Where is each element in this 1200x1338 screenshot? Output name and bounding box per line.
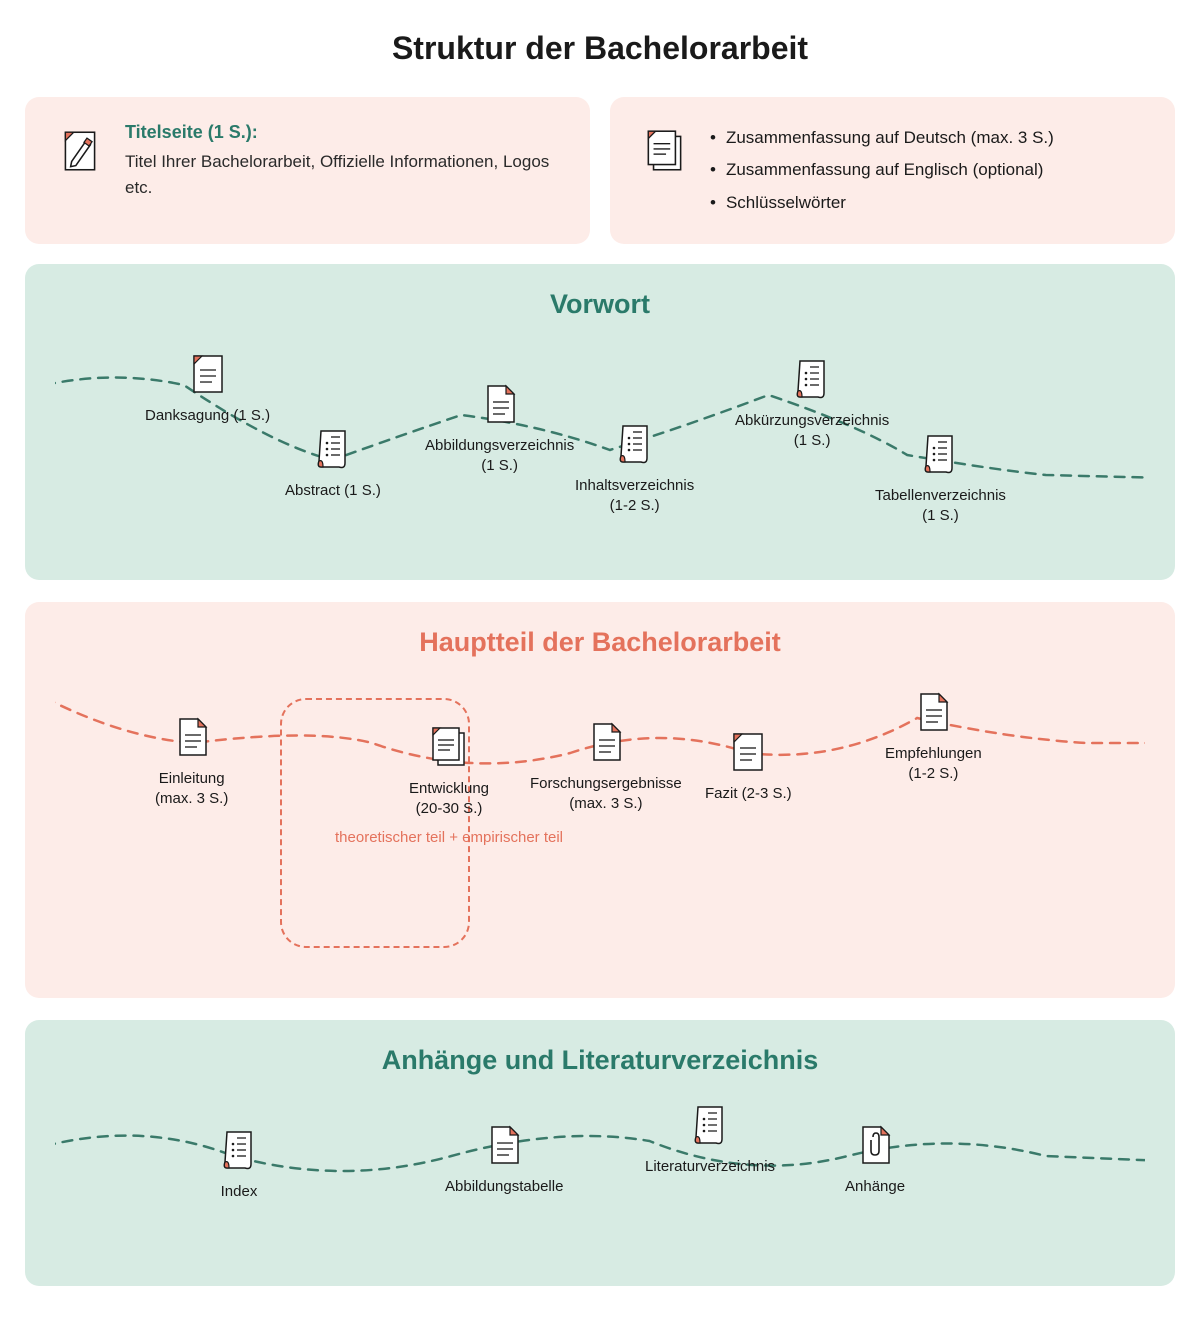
list-curl-icon: [916, 430, 964, 478]
summary-item: Schlüsselwörter: [710, 187, 1054, 219]
summary-card: Zusammenfassung auf Deutsch (max. 3 S.)Z…: [610, 97, 1175, 244]
summary-list: Zusammenfassung auf Deutsch (max. 3 S.)Z…: [710, 122, 1054, 219]
list-curl-icon: [788, 355, 836, 403]
anhang-title: Anhänge und Literaturverzeichnis: [55, 1045, 1145, 1076]
hauptteil-node: Fazit (2-3 S.): [705, 728, 792, 804]
anhang-node: Index: [215, 1126, 263, 1202]
hauptteil-title: Hauptteil der Bachelorarbeit: [55, 627, 1145, 658]
page-title: Struktur der Bachelorarbeit: [25, 30, 1175, 67]
node-label: Abstract (1 S.): [285, 481, 381, 501]
clip-page-icon: [851, 1121, 899, 1169]
list-curl-icon: [215, 1126, 263, 1174]
hauptteil-node: Entwicklung (20-30 S.) theoretischer teil…: [335, 723, 563, 849]
node-label: Anhänge: [845, 1177, 905, 1197]
node-label: Tabellenverzeichnis (1 S.): [875, 486, 1006, 527]
vorwort-node: Abbildungsverzeichnis (1 S.): [425, 380, 574, 477]
summary-item: Zusammenfassung auf Englisch (optional): [710, 154, 1054, 186]
vorwort-section: Vorwort Danksagung (1 S.) Abstract (1 S.…: [25, 264, 1175, 580]
top-row: Titelseite (1 S.): Titel Ihrer Bachelora…: [25, 97, 1175, 244]
hauptteil-node: Einleitung (max. 3 S.): [155, 713, 228, 810]
node-label: Index: [221, 1182, 258, 1202]
node-label: Abbildungsverzeichnis (1 S.): [425, 436, 574, 477]
node-label: Inhaltsverzeichnis (1-2 S.): [575, 476, 694, 517]
summary-item: Zusammenfassung auf Deutsch (max. 3 S.): [710, 122, 1054, 154]
anhang-node: Abbildungstabelle: [445, 1121, 563, 1197]
pencil-page-icon: [55, 122, 105, 176]
hauptteil-section: Hauptteil der Bachelorarbeit Einleitung …: [25, 602, 1175, 998]
titelseite-card: Titelseite (1 S.): Titel Ihrer Bachelora…: [25, 97, 590, 244]
page-lines-icon: [724, 728, 772, 776]
list-curl-icon: [309, 425, 357, 473]
vorwort-node: Tabellenverzeichnis (1 S.): [875, 430, 1006, 527]
titelseite-body: Titel Ihrer Bachelorarbeit, Offizielle I…: [125, 149, 560, 202]
list-curl-icon: [611, 420, 659, 468]
double-page-icon: [425, 723, 473, 771]
anhang-flow: Index Abbildungstabelle Literaturverzeic…: [55, 1086, 1145, 1256]
list-curl-icon: [686, 1101, 734, 1149]
vorwort-title: Vorwort: [55, 289, 1145, 320]
node-label: Abkürzungsverzeichnis (1 S.): [735, 411, 889, 452]
node-label: Danksagung (1 S.): [145, 406, 270, 426]
page-lines-icon: [184, 350, 232, 398]
node-label: Literaturverzeichnis: [645, 1157, 775, 1177]
hauptteil-node: Empfehlungen (1-2 S.): [885, 688, 982, 785]
double-page-icon: [640, 122, 690, 176]
node-label: Fazit (2-3 S.): [705, 784, 792, 804]
node-label: Einleitung (max. 3 S.): [155, 769, 228, 810]
node-sublabel: theoretischer teil + empirischer teil: [335, 827, 563, 848]
node-label: Empfehlungen (1-2 S.): [885, 744, 982, 785]
anhang-section: Anhänge und Literaturverzeichnis Index A…: [25, 1020, 1175, 1286]
page-fold-icon: [476, 380, 524, 428]
vorwort-node: Abkürzungsverzeichnis (1 S.): [735, 355, 889, 452]
titelseite-heading: Titelseite (1 S.):: [125, 122, 560, 143]
vorwort-node: Abstract (1 S.): [285, 425, 381, 501]
page-fold-icon: [909, 688, 957, 736]
vorwort-node: Inhaltsverzeichnis (1-2 S.): [575, 420, 694, 517]
node-label: Forschungsergebnisse (max. 3 S.): [530, 774, 682, 815]
page-fold-icon: [480, 1121, 528, 1169]
hauptteil-node: Forschungsergebnisse (max. 3 S.): [530, 718, 682, 815]
node-label: Entwicklung (20-30 S.): [409, 779, 489, 820]
node-label: Abbildungstabelle: [445, 1177, 563, 1197]
page-fold-icon: [168, 713, 216, 761]
anhang-node: Anhänge: [845, 1121, 905, 1197]
vorwort-node: Danksagung (1 S.): [145, 350, 270, 426]
vorwort-flow: Danksagung (1 S.) Abstract (1 S.) Abbild…: [55, 330, 1145, 550]
hauptteil-flow: Einleitung (max. 3 S.) Entwicklung (20-3…: [55, 668, 1145, 968]
anhang-node: Literaturverzeichnis: [645, 1101, 775, 1177]
page-fold-icon: [582, 718, 630, 766]
